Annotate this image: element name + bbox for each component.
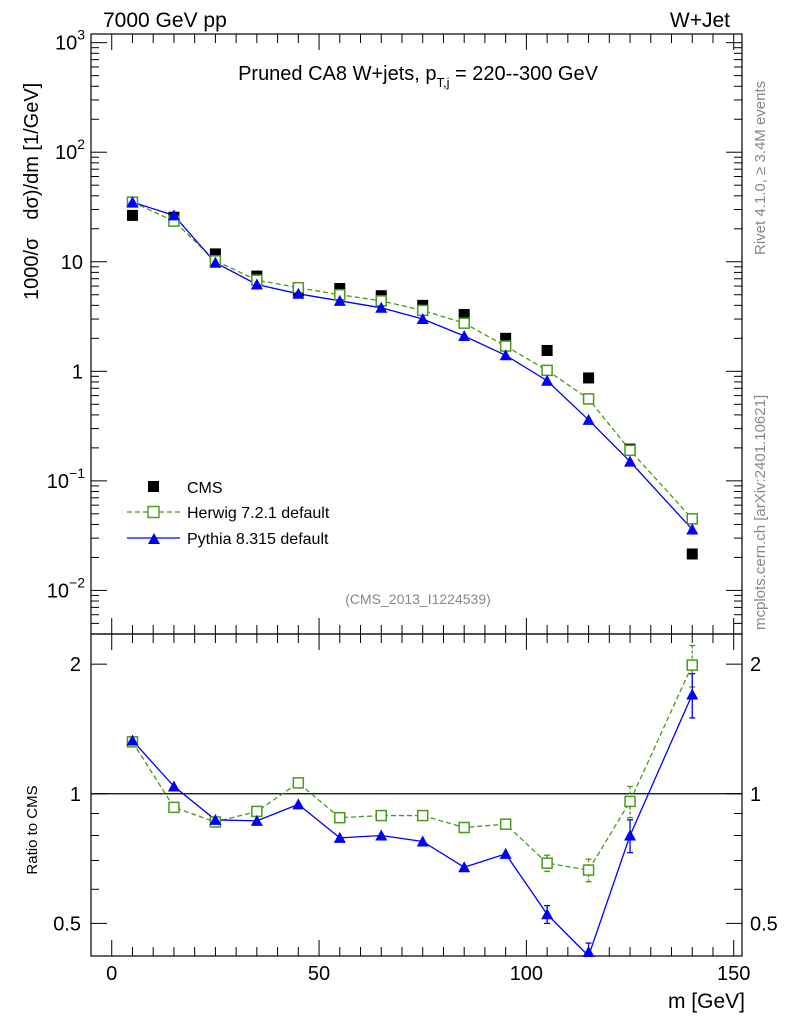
main-y-tick-label: 1: [72, 361, 83, 383]
pythia-ratio-point: [209, 813, 222, 825]
herwig-ratio-point: [416, 809, 429, 822]
pythia-main-point: [250, 278, 263, 290]
x-axis-label: m [GeV]: [668, 990, 745, 1013]
main-y-tick-label: 102: [55, 136, 85, 164]
pythia-ratio-point: [499, 847, 512, 859]
legend-herwig-marker: [147, 505, 160, 519]
cms-main-point: [541, 344, 553, 356]
herwig-main-point: [541, 364, 553, 377]
ratio-y-label: Ratio to CMS: [24, 785, 41, 874]
pythia-ratio-point: [624, 829, 637, 841]
cms-main-point: [583, 372, 595, 384]
herwig-main-point: [686, 513, 698, 525]
herwig-ratio-point: [168, 801, 180, 814]
herwig-ratio-point: [375, 809, 388, 822]
pythia-main-line: [132, 201, 693, 530]
pythia-ratio-point: [458, 861, 471, 873]
herwig-ratio-point: [582, 864, 595, 876]
header-right: W+Jet: [670, 9, 730, 32]
cms-main-point: [334, 283, 346, 295]
pythia-ratio-point: [541, 908, 554, 920]
herwig-ratio-point: [499, 818, 512, 830]
ratio-y-tick-label-left: 0.5: [53, 913, 81, 935]
pythia-ratio-point: [582, 946, 595, 957]
pythia-main-point: [126, 196, 139, 208]
legend: CMS Herwig 7.2.1 default Pythia 8.315 de…: [127, 480, 330, 548]
herwig-main-point: [458, 317, 470, 329]
pythia-ratio-point: [416, 835, 429, 847]
rivet-label: Rivet 4.1.0, ≥ 3.4M events: [752, 81, 769, 255]
pythia-main-point: [292, 287, 305, 299]
main-y-label: 1000/σdσ)/dm [1/GeV]: [21, 83, 43, 300]
pythia-ratio-point: [292, 798, 305, 810]
herwig-main-point: [582, 393, 595, 405]
main-y-tick-label: 103: [55, 27, 85, 55]
ratio-x-tick-label: 100: [510, 963, 543, 985]
ratio-y-tick-label-right: 2: [750, 654, 761, 676]
pythia-main-point: [375, 301, 388, 313]
cms-main-point: [458, 309, 470, 321]
ratio-y-tick-label-right: 1: [750, 784, 761, 806]
legend-herwig-label: Herwig 7.2.1 default: [187, 505, 330, 522]
main-series-layer: [126, 196, 699, 560]
legend-pythia-marker: [148, 533, 160, 544]
ratio-plot-frame: [90, 633, 743, 957]
cms-main-point: [686, 548, 698, 560]
pythia-main-point: [499, 349, 512, 361]
pythia-ratio-point: [375, 829, 388, 841]
pythia-ratio-point: [333, 831, 346, 843]
main-y-tick-label: 10−1: [47, 465, 85, 493]
ratio-series-layer: [126, 644, 699, 958]
ratio-y-tick-label-left: 2: [70, 654, 81, 676]
ratio-x-tick-label: 50: [308, 963, 330, 985]
herwig-main-point: [624, 444, 636, 457]
pythia-main-point: [416, 313, 429, 325]
main-y-tick-label: 10−2: [47, 574, 85, 602]
pythia-ratio-point: [126, 734, 139, 746]
cms-main-point: [209, 248, 221, 260]
mcplots-label: mcplots.cern.ch [arXiv:2401.10621]: [752, 395, 769, 630]
pythia-main-point: [333, 294, 346, 306]
pythia-main-point: [458, 330, 471, 342]
main-y-tick-label: 10: [61, 252, 83, 274]
herwig-ratio-point: [624, 795, 636, 808]
ratio-axis-ticks: 0 50 100 150 0.5 0.5 1 1 2 2: [53, 634, 778, 985]
pythia-ratio-point: [250, 814, 263, 826]
pythia-main-point: [209, 256, 222, 268]
pythia-ratio-point: [167, 780, 180, 792]
pythia-main-point: [686, 523, 699, 535]
herwig-main-line: [132, 201, 693, 520]
pythia-main-point: [167, 209, 180, 221]
legend-cms-label: CMS: [187, 480, 223, 497]
pythia-ratio-line: [131, 694, 693, 958]
pythia-main-point: [624, 455, 637, 467]
ratio-y-tick-label-right: 0.5: [750, 913, 778, 935]
herwig-ratio-point: [292, 777, 305, 789]
herwig-ratio-point: [686, 659, 698, 671]
ratio-x-tick-label: 0: [106, 963, 117, 985]
pythia-main-point: [582, 413, 595, 425]
ratio-x-tick-label: 150: [717, 963, 750, 985]
herwig-ratio-point: [458, 821, 470, 834]
header-left: 7000 GeV pp: [103, 9, 227, 32]
cms-main-point: [126, 209, 138, 221]
plot-title: Pruned CA8 W+jets, pT,j = 220--300 GeV: [238, 63, 599, 90]
ratio-y-tick-label-left: 1: [70, 784, 81, 806]
analysis-watermark: (CMS_2013_I1224539): [345, 591, 491, 607]
herwig-ratio-point: [334, 811, 346, 824]
legend-pythia-label: Pythia 8.315 default: [187, 531, 329, 548]
cms-main-point: [500, 332, 512, 344]
pythia-ratio-point: [686, 688, 699, 700]
herwig-ratio-point: [541, 857, 553, 869]
legend-cms-marker: [148, 481, 159, 492]
pythia-main-point: [541, 374, 554, 386]
